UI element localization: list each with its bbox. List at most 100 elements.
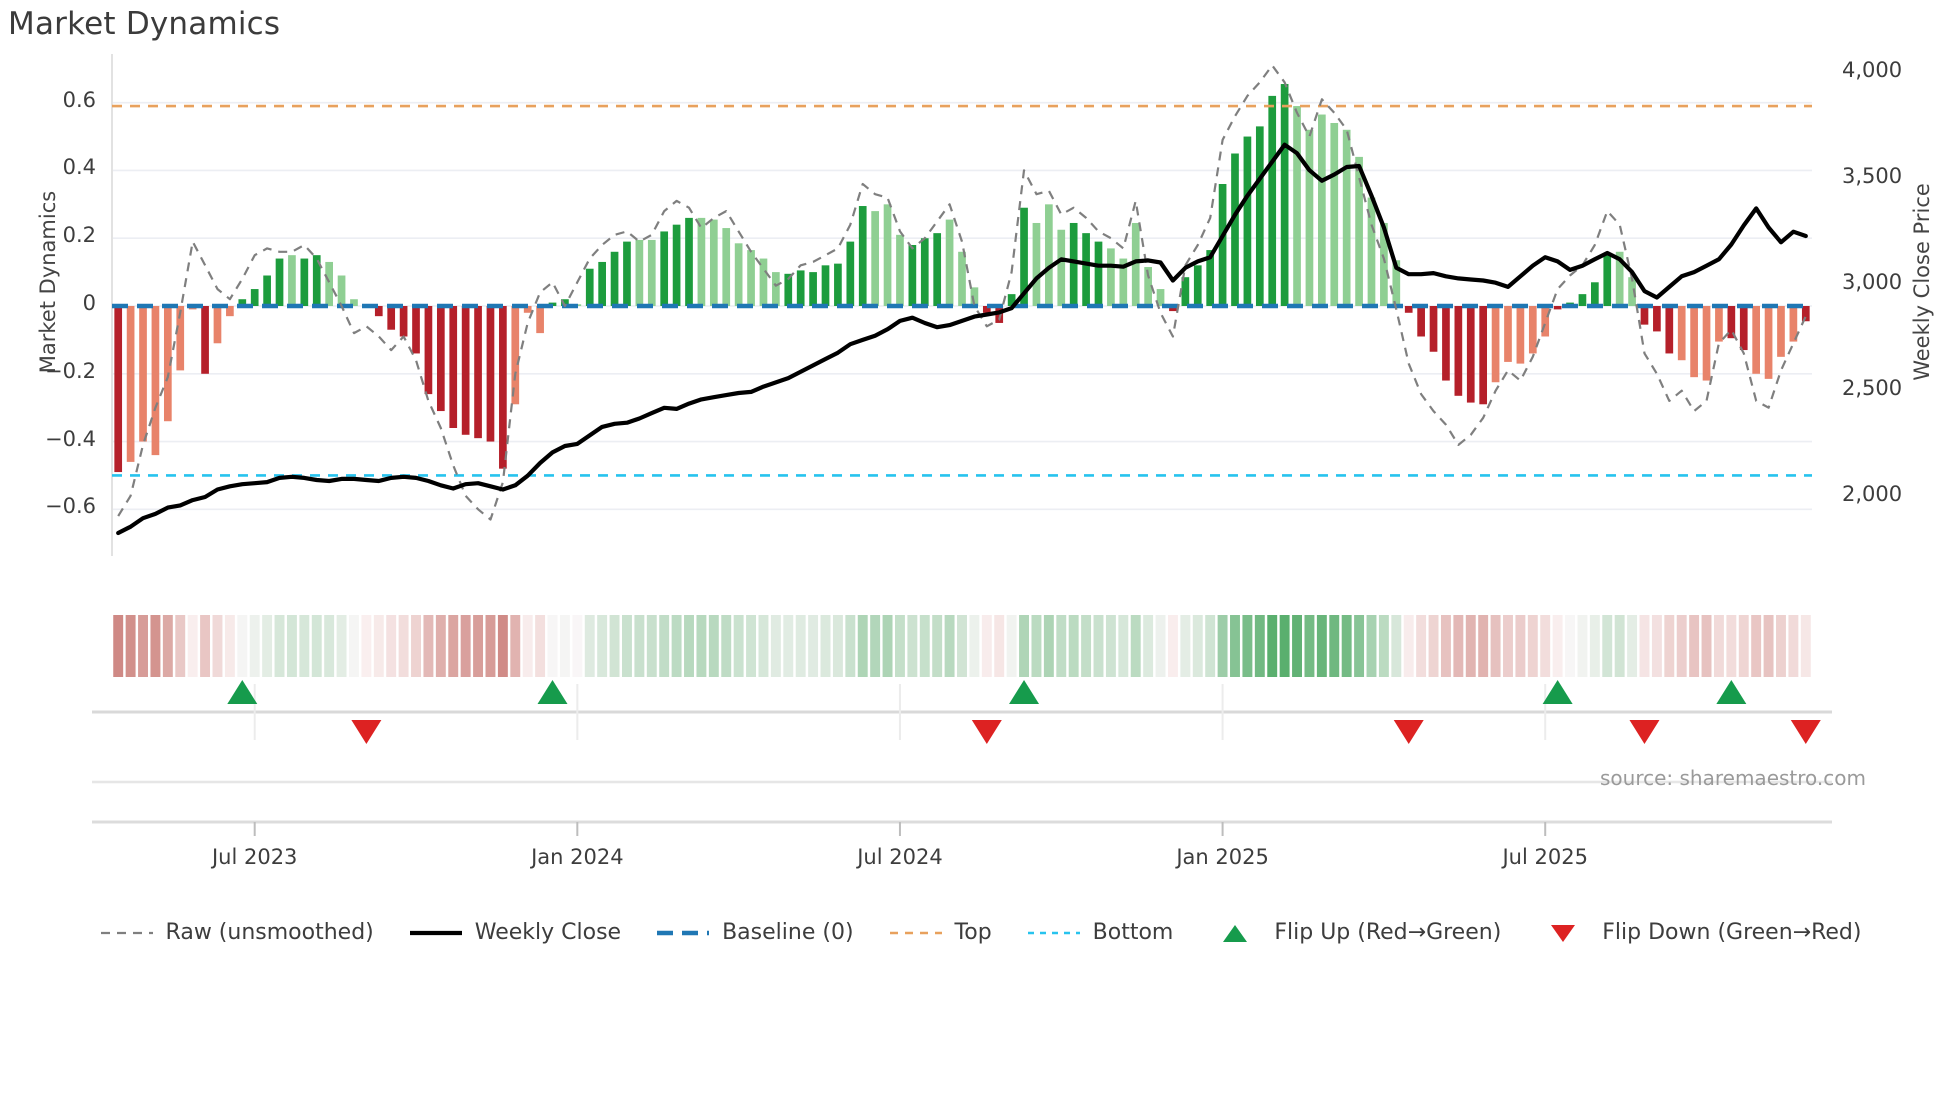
bar-83: [1144, 267, 1152, 306]
flip-down-marker-7[interactable]: [1629, 720, 1660, 744]
heatmap-cell-109: [1465, 615, 1476, 677]
legend-item-red-down-triangle[interactable]: Flip Down (Green→Red): [1535, 920, 1861, 945]
bar-69: [970, 287, 979, 306]
heatmap-cell-84: [1155, 615, 1166, 677]
legend-item-green-up-triangle[interactable]: Flip Up (Red→Green): [1207, 920, 1501, 945]
heatmap-cell-130: [1726, 615, 1737, 677]
bar-126: [1677, 306, 1686, 361]
bar-73: [1020, 207, 1028, 306]
bar-133: [1764, 306, 1773, 379]
heatmap-cell-78: [1081, 615, 1092, 677]
heatmap-cell-46: [684, 615, 694, 677]
heatmap-cell-126: [1676, 615, 1687, 677]
heatmap-cell-118: [1577, 615, 1588, 677]
legend-label: Flip Down (Green→Red): [1602, 920, 1862, 945]
bar-19: [350, 299, 358, 306]
heatmap-cell-85: [1167, 615, 1178, 677]
bar-107: [1442, 306, 1450, 381]
heatmap-cell-75: [1043, 615, 1054, 677]
legend-item-dotted-orange-line[interactable]: Top: [888, 920, 992, 945]
bar-78: [1082, 233, 1090, 306]
bar-22: [387, 306, 396, 330]
bar-4: [163, 306, 172, 422]
legend-item-dotted-cyan-line[interactable]: Bottom: [1026, 920, 1173, 945]
bar-103: [1392, 260, 1401, 306]
bar-3: [151, 306, 160, 456]
heatmap-cell-105: [1416, 615, 1427, 677]
heatmap-cell-3: [150, 615, 161, 677]
flip-up-marker-0[interactable]: [227, 680, 258, 704]
heatmap-cell-124: [1651, 615, 1662, 677]
bar-49: [722, 228, 731, 306]
bar-128: [1702, 306, 1711, 381]
heatmap-cell-22: [386, 615, 397, 677]
bar-123: [1640, 306, 1649, 325]
bar-32: [511, 306, 520, 405]
bar-14: [288, 255, 296, 306]
heatmap-cell-63: [894, 615, 905, 677]
heatmap-cell-113: [1515, 615, 1526, 677]
weekly-close-line: [116, 142, 1808, 536]
heatmap-cell-5: [175, 615, 186, 677]
bar-99: [1342, 129, 1351, 306]
source-note: source: sharemaestro.com: [1600, 766, 1866, 790]
flip-up-marker-4[interactable]: [1009, 680, 1040, 704]
heatmap-cell-27: [448, 615, 459, 677]
bar-38: [585, 268, 594, 306]
y-axis-right-tick-1: 3,500: [1842, 163, 1903, 188]
bar-76: [1057, 229, 1066, 306]
bar-24: [412, 306, 420, 354]
flip-down-marker-1[interactable]: [351, 720, 382, 744]
heatmap-cell-121: [1614, 615, 1625, 677]
flip-down-marker-5[interactable]: [1393, 720, 1424, 744]
heatmap-cell-43: [646, 615, 657, 677]
heatmap-cell-114: [1527, 615, 1538, 677]
flip-down-marker-9[interactable]: [1790, 720, 1821, 744]
heatmap-cell-17: [324, 615, 335, 677]
dashed-blue-line: [655, 923, 711, 943]
heatmap-cell-119: [1589, 615, 1600, 677]
heatmap-cell-60: [857, 615, 868, 677]
heatmap-cell-20: [361, 615, 372, 677]
dotted-cyan-line: [1026, 923, 1082, 943]
heatmap-cell-38: [584, 615, 595, 677]
heatmap-cell-31: [497, 615, 508, 677]
bar-16: [312, 255, 321, 306]
bar-44: [660, 231, 669, 306]
flip-up-marker-6[interactable]: [1542, 680, 1573, 704]
bar-42: [635, 239, 644, 306]
bar-61: [871, 211, 879, 306]
heatmap-cell-0: [113, 615, 124, 677]
bar-135: [1789, 306, 1798, 342]
bar-33: [523, 306, 532, 313]
bar-2: [139, 306, 147, 442]
heatmap-cell-103: [1391, 615, 1402, 677]
bar-106: [1429, 306, 1438, 352]
heatmap-cell-122: [1627, 615, 1638, 677]
legend-item-dashed-grey-line[interactable]: Raw (unsmoothed): [99, 920, 374, 945]
heatmap-cell-99: [1341, 615, 1352, 677]
heatmap-cell-9: [224, 615, 235, 677]
bar-48: [709, 219, 718, 306]
flip-down-marker-3[interactable]: [971, 720, 1002, 744]
flip-up-marker-8[interactable]: [1716, 680, 1747, 704]
heatmap-cell-82: [1130, 615, 1141, 677]
bar-94: [1280, 84, 1289, 307]
heatmap-cell-8: [212, 615, 223, 677]
heatmap-cell-30: [485, 615, 496, 677]
legend-item-dashed-blue-line[interactable]: Baseline (0): [655, 920, 854, 945]
bar-1: [126, 306, 135, 462]
legend-label: Baseline (0): [722, 920, 854, 945]
heatmap-cell-100: [1354, 615, 1365, 677]
bar-92: [1255, 126, 1264, 306]
bar-127: [1690, 306, 1698, 378]
bar-65: [920, 238, 929, 306]
bar-62: [883, 204, 892, 306]
bar-43: [647, 239, 656, 306]
flip-up-marker-2[interactable]: [537, 680, 568, 704]
legend-item-solid-black-line[interactable]: Weekly Close: [408, 920, 621, 945]
bar-17: [325, 261, 333, 306]
heatmap-cell-127: [1689, 615, 1700, 677]
bar-70: [982, 306, 991, 313]
heatmap-cell-123: [1639, 615, 1650, 677]
